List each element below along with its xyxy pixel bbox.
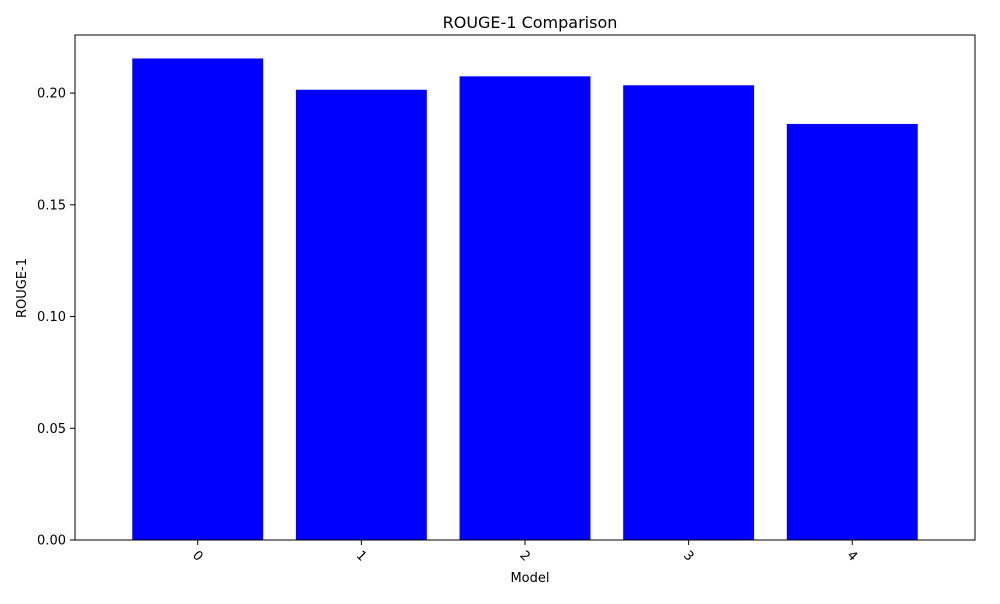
bar-1 [295,89,427,540]
y-tick-label: 0.20 [37,87,66,102]
plot-frame [74,34,976,541]
y-axis-label: ROUGE-1 [15,258,30,318]
chart-title: ROUGE-1 Comparison [443,13,618,32]
bar-3 [623,85,755,540]
bar-4 [786,123,918,541]
bar-0 [132,58,264,540]
bars-group [132,58,918,541]
y-tick-label: 0.05 [37,422,66,437]
y-tick-label: 0.00 [37,534,66,549]
y-tick-label: 0.15 [37,198,66,213]
y-axis: 0.00 0.05 0.10 0.15 0.20 [37,87,75,549]
plot-area [74,34,976,541]
y-tick-label: 0.10 [37,310,66,325]
bar-2 [459,76,591,540]
x-axis-label: Model [510,571,549,586]
